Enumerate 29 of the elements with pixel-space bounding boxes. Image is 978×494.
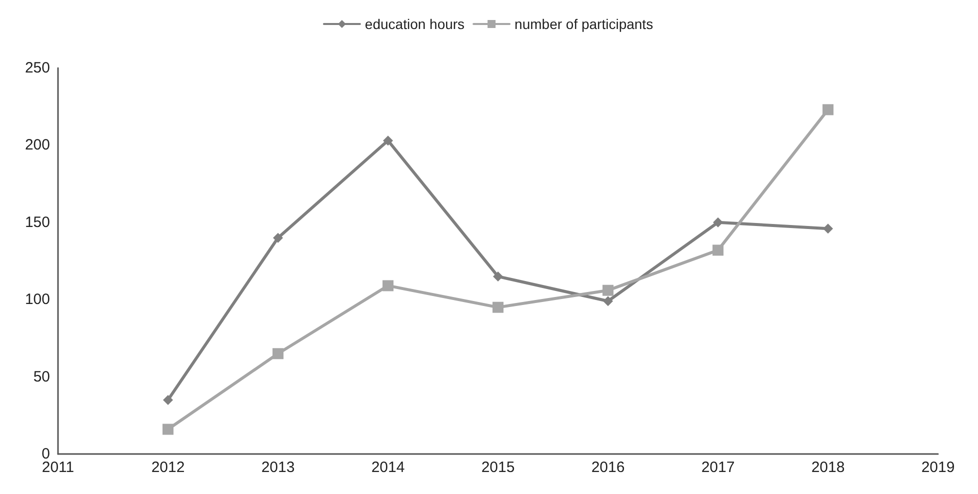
- x-tick-label: 2015: [481, 459, 515, 476]
- x-tick-label: 2014: [371, 459, 405, 476]
- point: [603, 296, 613, 306]
- y-tick-label: 100: [24, 291, 50, 308]
- point: [163, 394, 173, 405]
- point: [272, 348, 284, 360]
- y-tick-label: 250: [24, 60, 50, 76]
- y-tick-label: 200: [24, 136, 50, 154]
- point: [273, 232, 283, 243]
- point: [493, 271, 503, 282]
- point: [712, 244, 724, 256]
- point: [713, 217, 723, 228]
- point: [823, 224, 833, 234]
- legend-label: number of participants: [514, 16, 654, 32]
- x-tick-label: 2017: [701, 459, 735, 476]
- x-tick-label: 2013: [261, 459, 295, 476]
- point: [822, 104, 834, 116]
- point: [162, 424, 174, 435]
- legend-label: education hours: [364, 16, 465, 32]
- point: [382, 280, 394, 292]
- point: [602, 284, 614, 296]
- y-tick-label: 50: [33, 368, 50, 386]
- point: [383, 136, 393, 146]
- y-tick-label: 150: [24, 214, 50, 231]
- point: [492, 302, 504, 313]
- x-tick-label: 2018: [811, 459, 845, 476]
- x-tick-label: 2012: [151, 459, 185, 476]
- x-tick-label: 2019: [921, 459, 955, 476]
- x-tick-label: 2016: [591, 459, 625, 476]
